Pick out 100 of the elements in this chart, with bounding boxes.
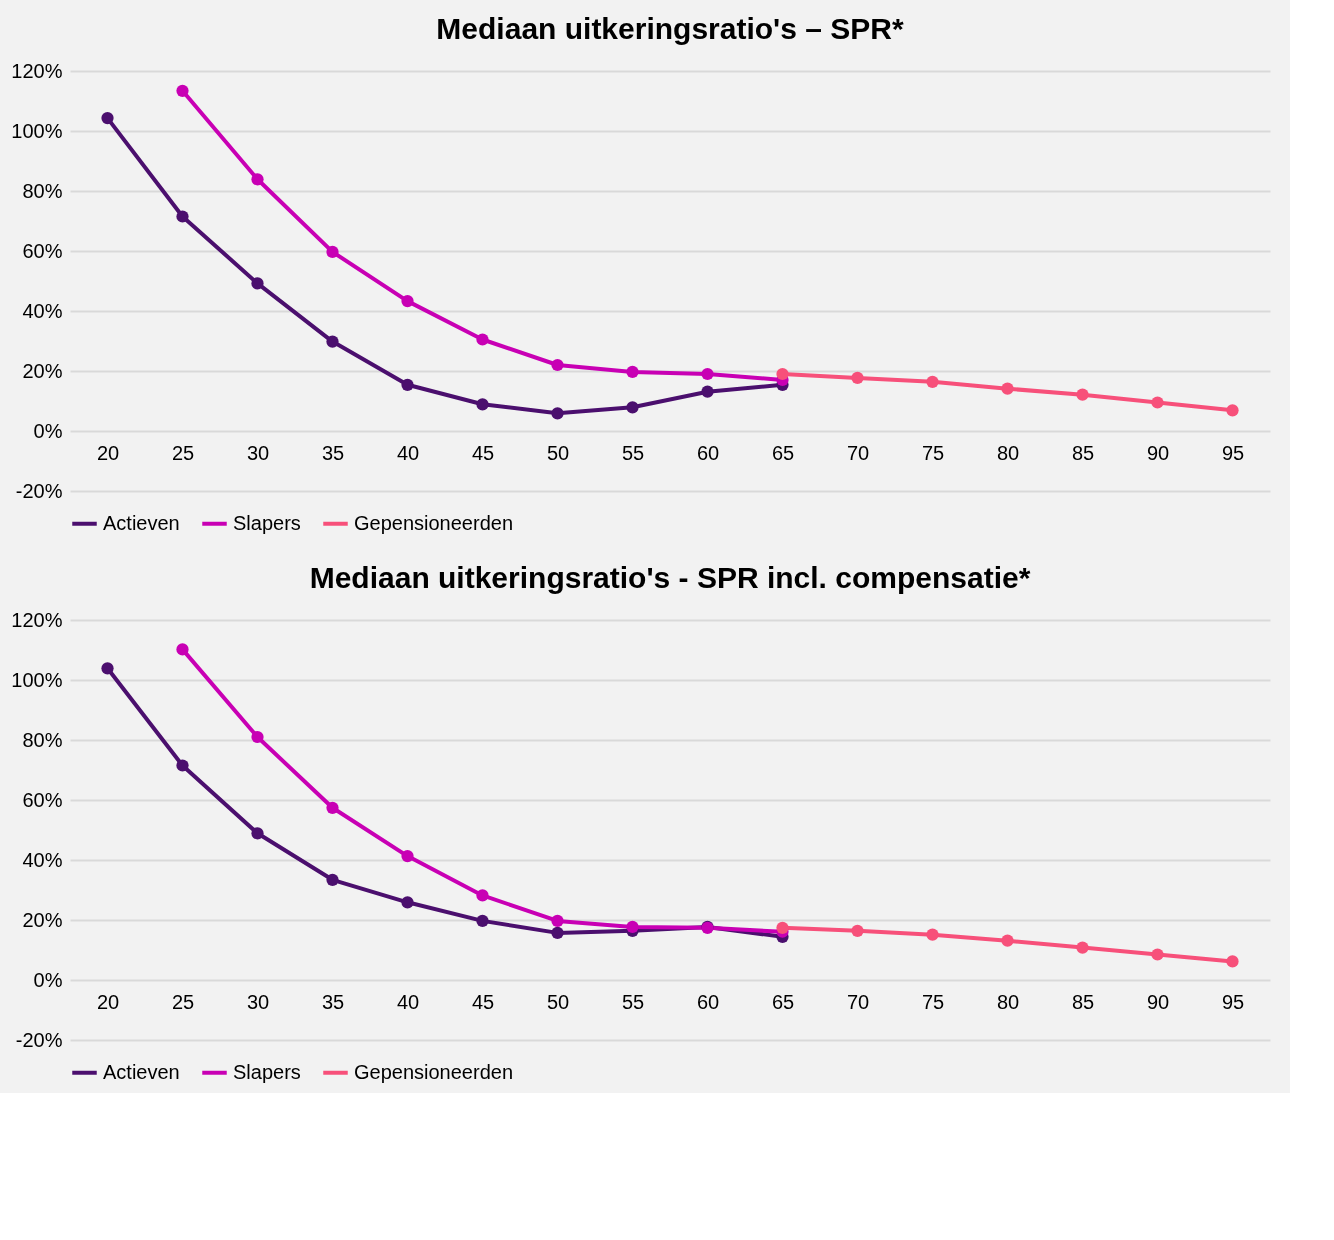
point xyxy=(476,398,489,411)
point xyxy=(176,643,189,656)
point xyxy=(551,926,564,940)
x-tick-label: 30 xyxy=(246,441,270,464)
y-tick-label: 60% xyxy=(22,239,63,262)
x-tick-label: 60 xyxy=(696,990,720,1013)
legend-label: Slapers xyxy=(233,511,301,534)
legend-label: Slapers xyxy=(233,1060,301,1083)
x-tick-label: 70 xyxy=(846,441,870,464)
point xyxy=(776,921,789,934)
y-tick-label: 0% xyxy=(33,419,63,442)
point xyxy=(251,173,264,186)
x-tick-label: 55 xyxy=(621,990,645,1013)
x-tick-label: 35 xyxy=(321,441,345,464)
x-tick-label: 45 xyxy=(471,990,495,1013)
point xyxy=(251,277,264,290)
x-tick-label: 50 xyxy=(546,990,570,1013)
x-tick-label: 90 xyxy=(1146,441,1170,464)
point xyxy=(776,367,789,381)
chart-title: Mediaan uitkeringsratio's - SPR incl. compensatie* xyxy=(309,561,1031,594)
point xyxy=(251,730,264,744)
x-tick-label: 25 xyxy=(171,990,195,1013)
point xyxy=(551,914,564,928)
point xyxy=(326,335,339,348)
y-tick-label: 80% xyxy=(22,728,63,751)
y-tick-label: 60% xyxy=(22,788,63,811)
point xyxy=(1076,388,1089,401)
x-tick-label: 95 xyxy=(1221,990,1245,1013)
x-tick-label: 65 xyxy=(771,441,795,464)
x-tick-label: 40 xyxy=(396,990,420,1013)
point xyxy=(551,358,564,372)
point xyxy=(326,245,339,259)
y-tick-label: 80% xyxy=(22,179,63,202)
point xyxy=(251,827,264,840)
point xyxy=(401,294,414,308)
point xyxy=(626,401,639,414)
point xyxy=(1151,396,1164,409)
y-tick-label: -20% xyxy=(15,1028,63,1051)
chart-title: Mediaan uitkeringsratio's – SPR* xyxy=(436,12,904,45)
point xyxy=(176,759,189,772)
point xyxy=(401,378,414,391)
point xyxy=(1226,404,1239,417)
point xyxy=(1076,941,1089,954)
point xyxy=(476,333,489,346)
x-tick-label: 45 xyxy=(471,441,495,464)
x-tick-label: 20 xyxy=(96,441,120,464)
y-tick-label: 120% xyxy=(11,608,63,631)
x-tick-label: 75 xyxy=(921,441,945,464)
legend-label: Gepensioneerden xyxy=(354,511,514,534)
point xyxy=(101,111,114,125)
x-tick-label: 35 xyxy=(321,990,345,1013)
x-tick-label: 65 xyxy=(771,990,795,1013)
point xyxy=(851,924,864,937)
point xyxy=(476,914,489,928)
point xyxy=(326,873,339,886)
point xyxy=(626,920,639,934)
point xyxy=(176,210,189,223)
x-tick-label: 40 xyxy=(396,441,420,464)
point xyxy=(326,801,339,814)
y-tick-label: 100% xyxy=(11,668,63,691)
point xyxy=(401,896,414,909)
x-tick-label: 75 xyxy=(921,990,945,1013)
y-tick-label: 120% xyxy=(11,59,63,82)
legend-label: Actieven xyxy=(103,1060,180,1083)
x-tick-label: 90 xyxy=(1146,990,1170,1013)
x-tick-label: 80 xyxy=(996,441,1020,464)
point xyxy=(1226,955,1239,968)
x-tick-label: 25 xyxy=(171,441,195,464)
point xyxy=(851,371,864,385)
x-tick-label: 60 xyxy=(696,441,720,464)
y-tick-label: 0% xyxy=(33,968,63,991)
point xyxy=(701,385,714,398)
point xyxy=(176,84,189,97)
point xyxy=(626,365,639,379)
point xyxy=(701,367,714,381)
x-tick-label: 55 xyxy=(621,441,645,464)
legend-label: Gepensioneerden xyxy=(354,1060,514,1083)
x-tick-label: 95 xyxy=(1221,441,1245,464)
point xyxy=(1001,382,1014,395)
x-tick-label: 85 xyxy=(1071,990,1095,1013)
y-tick-label: 40% xyxy=(22,299,63,322)
y-tick-label: 100% xyxy=(11,119,63,142)
y-tick-label: -20% xyxy=(15,479,63,502)
x-tick-label: 50 xyxy=(546,441,570,464)
point xyxy=(1001,934,1014,947)
point xyxy=(101,662,114,675)
point xyxy=(926,375,939,388)
point xyxy=(926,928,939,941)
legend-label: Actieven xyxy=(103,511,180,534)
x-tick-label: 85 xyxy=(1071,441,1095,464)
x-tick-label: 20 xyxy=(96,990,120,1013)
x-tick-label: 80 xyxy=(996,990,1020,1013)
point xyxy=(1151,948,1164,961)
point xyxy=(551,407,564,420)
point xyxy=(401,849,414,863)
x-tick-label: 30 xyxy=(246,990,270,1013)
point xyxy=(476,889,489,902)
x-tick-label: 70 xyxy=(846,990,870,1013)
y-tick-label: 20% xyxy=(22,359,63,382)
y-tick-label: 40% xyxy=(22,848,63,871)
